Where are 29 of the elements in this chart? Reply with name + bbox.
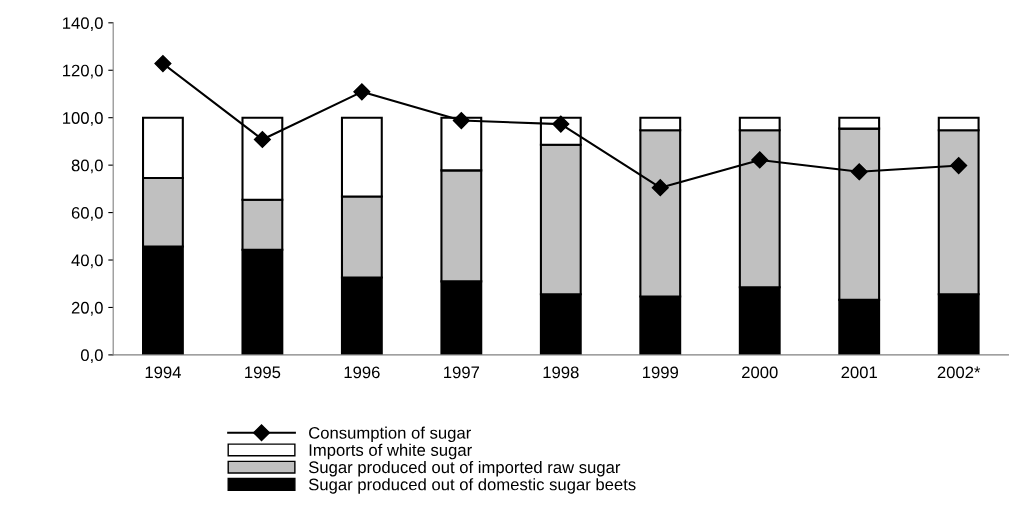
legend-label: Sugar produced out of imported raw sugar bbox=[308, 460, 621, 477]
y-tick-label: 100,0 bbox=[63, 112, 103, 126]
legend-label: Consumption of sugar bbox=[309, 426, 471, 443]
y-tick-label: 40,0 bbox=[71, 254, 103, 269]
x-tick-label: 1996 bbox=[344, 366, 380, 379]
x-tick-label: 1997 bbox=[444, 366, 480, 379]
point bbox=[154, 55, 172, 73]
point bbox=[651, 179, 669, 197]
point bbox=[950, 157, 968, 175]
x-tick-label: 2002* bbox=[937, 366, 981, 379]
y-tick-label: 20,0 bbox=[71, 301, 103, 316]
y-tick-label: 120,0 bbox=[63, 64, 103, 79]
x-tick-label: 2000 bbox=[742, 366, 778, 379]
point bbox=[751, 151, 769, 169]
x-tick-label: 1994 bbox=[145, 366, 181, 379]
point bbox=[850, 163, 868, 181]
y-tick-label: 60,0 bbox=[71, 206, 103, 221]
point bbox=[452, 111, 470, 130]
point bbox=[353, 83, 371, 101]
legend-label: Imports of white sugar bbox=[309, 443, 472, 460]
y-tick-label: 0,0 bbox=[80, 349, 103, 364]
legend-label: Sugar produced out of domestic sugar beets bbox=[308, 478, 636, 494]
x-tick-label: 2001 bbox=[841, 366, 877, 379]
point bbox=[253, 130, 271, 149]
x-tick-label: 1999 bbox=[643, 366, 679, 379]
x-tick-label: 1995 bbox=[245, 366, 281, 379]
y-tick-label: 80,0 bbox=[71, 159, 103, 174]
x-tick-label: 1998 bbox=[543, 366, 579, 379]
y-tick-label: 140,0 bbox=[63, 17, 103, 31]
